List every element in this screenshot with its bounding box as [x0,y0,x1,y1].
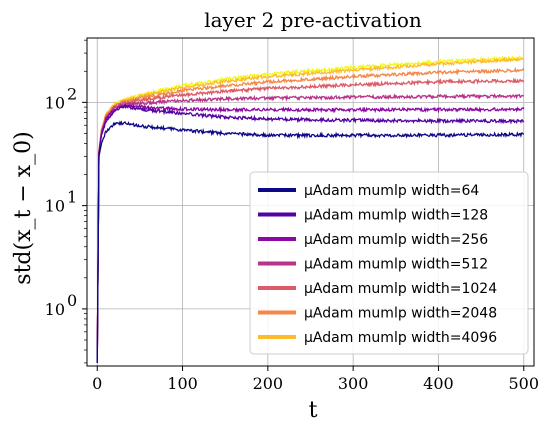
series-line [96,56,524,363]
x-axis-label: t [309,398,318,423]
x-tick-label: 0 [92,374,102,393]
legend-label: μAdam mumlp width=4096 [304,330,497,346]
y-tick-exponent: 2 [67,84,77,103]
plot-frame [86,37,535,367]
series-line [96,66,525,363]
x-axis-ticks: 0 100 200 300 400 500 [92,366,539,393]
y-tick-exponent: 0 [67,291,77,310]
legend-label: μAdam mumlp width=256 [304,232,488,248]
legend-label: μAdam mumlp width=64 [304,183,479,199]
legend-label: μAdam mumlp width=2048 [304,306,497,322]
series-line [96,103,525,363]
x-tick-label: 400 [423,374,454,393]
x-tick-label: 200 [253,374,284,393]
legend-label: μAdam mumlp width=1024 [304,281,497,297]
y-axis-label: std(x_t − x_0) [11,131,36,284]
series-layer [96,54,525,363]
x-tick-label: 100 [167,374,198,393]
y-tick-label: 10 [45,93,65,112]
series-line [96,103,525,363]
legend-box [249,171,529,355]
series-line [96,77,525,363]
legend-label: μAdam mumlp width=512 [304,257,488,273]
series-line [96,93,525,363]
x-tick-label: 500 [508,374,539,393]
series-line [96,120,525,363]
y-tick-exponent: 1 [67,188,77,207]
y-tick-label: 10 [45,197,65,216]
chart-title: layer 2 pre-activation [204,8,422,32]
legend-label: μAdam mumlp width=128 [304,208,488,224]
y-tick-label: 10 [45,300,65,319]
legend: μAdam mumlp width=64 μAdam mumlp width=12… [249,171,529,355]
x-tick-label: 300 [338,374,369,393]
